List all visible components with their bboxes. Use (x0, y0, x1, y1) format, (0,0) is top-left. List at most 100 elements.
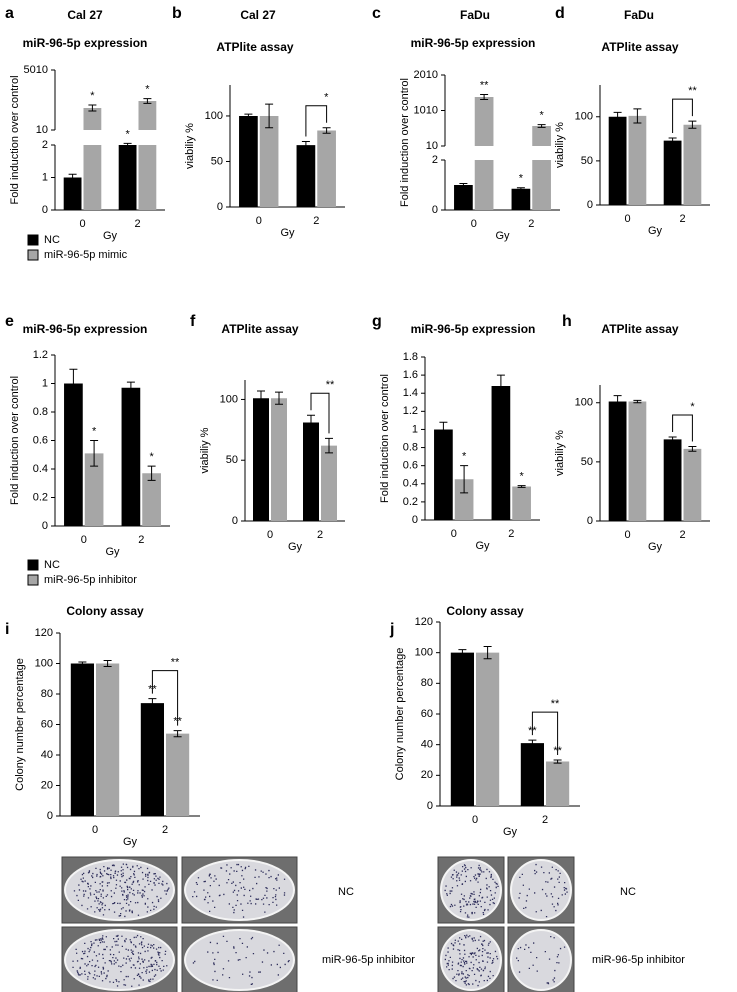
error-bar-line (458, 649, 467, 657)
y-axis-label: viabiliy % (199, 427, 211, 473)
y-tick-label: 0.4 (403, 478, 418, 490)
plate (510, 929, 572, 991)
x-tick-label: 0 (624, 529, 630, 541)
error-bar (325, 437, 333, 454)
bar (84, 453, 104, 526)
error-bar-line (126, 381, 135, 394)
error-bar-line (173, 730, 182, 738)
x-tick-label: 0 (451, 528, 457, 540)
error-bar (143, 98, 152, 104)
y-tick-label: 0 (432, 204, 438, 216)
significance-label: * (462, 451, 467, 463)
plate (440, 929, 502, 991)
y-tick-label: 0 (42, 520, 48, 532)
x-axis-label: Gy (105, 546, 120, 558)
y-axis-label: viabiliy % (184, 123, 196, 169)
chart-title: Colony assay (66, 604, 144, 618)
error-bar-line (668, 436, 677, 443)
image-label: miR-96-5p inhibitor (592, 954, 685, 966)
y-tick-label: 20 (41, 779, 53, 791)
bar (454, 479, 474, 520)
bracket (531, 711, 559, 755)
bar (683, 124, 702, 205)
panel-header: FaDu (624, 8, 654, 22)
y-tick-label: 1.2 (33, 349, 48, 361)
panel-letter: d (555, 5, 565, 22)
error-bar-line (123, 142, 132, 148)
error-bar (103, 659, 112, 668)
bar (166, 733, 190, 816)
x-tick-label: 0 (79, 218, 85, 230)
significance-label: ** (480, 79, 489, 91)
y-tick-label: 50 (581, 456, 593, 468)
panel-letter: j (389, 621, 394, 638)
error-bar-line (517, 485, 526, 488)
y-tick-label: 60 (41, 718, 53, 730)
bar (474, 97, 494, 210)
error-bar (68, 173, 77, 182)
legend-swatch (27, 574, 39, 586)
colonies (192, 863, 286, 918)
y-tick-label: 0.2 (33, 491, 48, 503)
error-bar-line (460, 465, 469, 494)
bar (64, 383, 83, 526)
colony-image (61, 926, 178, 992)
y-tick-label: 0 (217, 201, 223, 213)
error-bar-line (528, 739, 537, 747)
significance-label: * (519, 470, 524, 482)
legend-label: NC (44, 559, 60, 571)
x-axis-label: Gy (475, 540, 490, 552)
colony-image (507, 856, 575, 924)
error-bar (126, 381, 135, 394)
y-tick-label: 0 (427, 800, 433, 812)
plate (64, 859, 175, 921)
bar (142, 473, 161, 526)
significance-label: * (90, 90, 95, 102)
error-bar (78, 661, 87, 666)
error-bar-line (265, 103, 274, 129)
y-axis-label: Colony number percentage (394, 648, 406, 781)
image-label: NC (620, 886, 636, 898)
y-tick-label: 20 (421, 769, 433, 781)
legend-swatch (27, 234, 39, 246)
y-tick-label: 1010 (414, 104, 438, 116)
bar (663, 439, 682, 521)
y-tick-label: 0 (587, 199, 593, 211)
colonies (72, 934, 168, 987)
y-axis-label: Fold induction over control (9, 376, 21, 505)
bar (491, 385, 511, 520)
error-bar-line (322, 127, 331, 134)
bar (317, 130, 336, 207)
error-bar-line (147, 465, 156, 481)
y-tick-label: 100 (35, 657, 53, 669)
y-tick-label: 50 (211, 155, 223, 167)
panel-letter: e (5, 313, 14, 330)
significance-label: * (539, 109, 544, 121)
bracket-label: ** (326, 379, 335, 391)
error-bar-line (143, 98, 152, 104)
significance-label: * (125, 128, 130, 140)
error-bar (517, 485, 526, 488)
error-bar (496, 374, 505, 398)
error-bar (633, 399, 642, 404)
bar (512, 486, 531, 520)
panel-header: Cal 27 (240, 8, 276, 22)
y-tick-label: 0 (42, 204, 48, 216)
error-bar (668, 436, 677, 443)
panel-header: Cal 27 (67, 8, 103, 22)
y-tick-label: 2 (432, 154, 438, 166)
y-tick-label: 1.6 (403, 369, 418, 381)
error-bar-line (668, 137, 677, 144)
y-tick-label: 0 (232, 515, 238, 527)
bar (608, 116, 627, 205)
bar (511, 188, 531, 210)
error-bar (537, 124, 546, 128)
x-tick-label: 2 (542, 814, 548, 826)
y-tick-label: 60 (421, 708, 433, 720)
chart-title: miR-96-5p expression (411, 322, 536, 336)
x-axis-label: Gy (123, 836, 138, 848)
bar (83, 108, 102, 210)
error-bar (528, 739, 537, 747)
bracket (310, 392, 330, 434)
error-bar (483, 646, 492, 660)
